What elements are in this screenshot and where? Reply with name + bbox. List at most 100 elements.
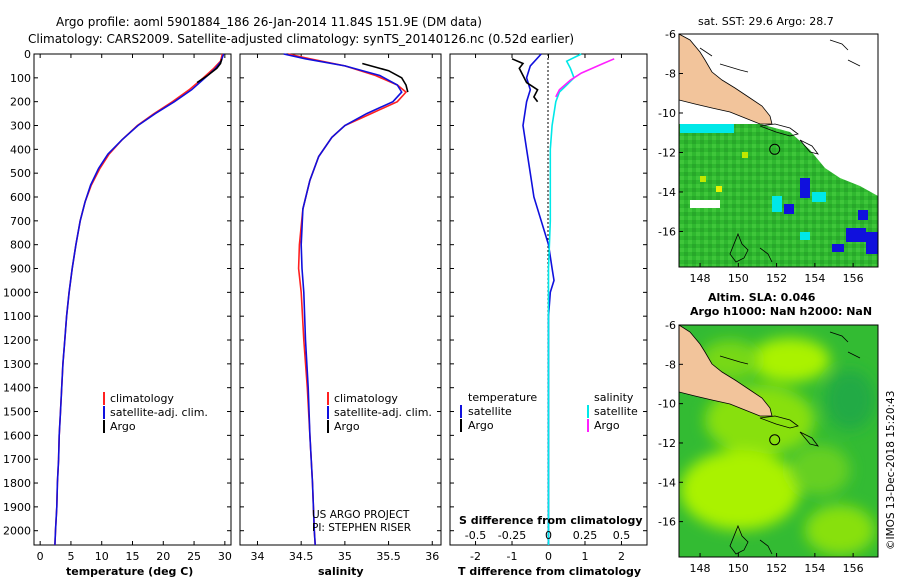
x-tick-label: 15: [126, 550, 140, 563]
sst-cyan-cell: [800, 232, 810, 240]
sst-blue-cell: [858, 210, 868, 220]
sst-gap: [690, 200, 720, 208]
sla-map-axes: 148 150 152 154 156 -6 -8 -10 -12 -14 -16: [658, 319, 864, 575]
legend-climatology: climatology: [334, 392, 398, 405]
coastline-detail: [719, 331, 861, 365]
temperature-axes-frame: [33, 53, 232, 546]
imos-watermark: ©IMOS 13-Dec-2018 15:20:43: [885, 391, 897, 550]
s-diff-tick-label: -0.25: [498, 529, 526, 542]
x-tick-label: 0: [37, 550, 44, 563]
temperature-panel: 0100200300400500600700800900100011001200…: [3, 48, 232, 578]
x-tick-label: 10: [95, 550, 109, 563]
salinity-x-axis: 34 34.5 35 35.5 36: [250, 54, 439, 563]
x-tick-label: -1: [507, 550, 518, 563]
salinity-panel: 34 34.5 35 35.5 36 salinity climatology sate…: [239, 53, 442, 578]
map-y-tick-label: -8: [665, 67, 676, 80]
sla-map-title: Altim. SLA: 0.046: [708, 291, 816, 304]
difference-depth-ticks: [450, 53, 647, 532]
sla-mid: [790, 445, 850, 495]
map-y-tick-label: -10: [658, 107, 676, 120]
depth-tick-label: 1100: [3, 310, 31, 323]
sst-blue-cell: [832, 244, 844, 252]
legend-satellite: satellite-adj. clim.: [334, 406, 432, 419]
depth-tick-label: 600: [10, 191, 31, 204]
sst-cyan-patch: [680, 124, 734, 133]
map-y-tick-label: -12: [658, 146, 676, 159]
x-tick-label: 30: [218, 550, 232, 563]
depth-tick-label: 1300: [3, 358, 31, 371]
x-tick-label: 35: [338, 550, 352, 563]
depth-tick-label: 1000: [3, 286, 31, 299]
island-outline: [759, 415, 799, 429]
series-satellite-adj-clim-: [283, 53, 403, 546]
sla-map-frame: [678, 324, 879, 558]
map-y-tick-label: -6: [665, 319, 676, 332]
depth-tick-label: 0: [24, 48, 31, 61]
difference-legend: temperature satellite Argo salinity sate…: [460, 391, 638, 432]
temperature-xlabel: temperature (deg C): [66, 565, 193, 578]
x-tick-label: 34.5: [289, 550, 314, 563]
legend-t-argo: Argo: [468, 419, 494, 432]
legend-s-satellite: satellite: [594, 405, 638, 418]
difference-panel: -2 -1 0 1 2 temperature satellite Argo salin…: [449, 53, 648, 578]
salinity-legend: climatology satellite-adj. clim. Argo: [327, 392, 432, 433]
legend-t-satellite: satellite: [468, 405, 512, 418]
depth-tick-label: 200: [10, 96, 31, 109]
sst-cyan-cell: [812, 192, 826, 202]
map-x-tick-label: 150: [728, 562, 749, 575]
legend-salinity-title: salinity: [594, 391, 634, 404]
series-t-argo: [511, 58, 539, 103]
x-tick-label: 35.5: [376, 550, 401, 563]
coastline-detail: [699, 39, 861, 73]
legend-argo: Argo: [334, 420, 360, 433]
map-x-tick-label: 154: [804, 562, 825, 575]
sla-high: [805, 505, 875, 555]
x-tick-label: 5: [67, 550, 74, 563]
new-guinea-land: [679, 34, 773, 125]
sla-high: [680, 450, 800, 530]
s-diff-tick-label: 0.5: [613, 529, 631, 542]
depth-tick-label: 700: [10, 215, 31, 228]
x-tick-label: 2: [618, 550, 625, 563]
depth-tick-label: 400: [10, 143, 31, 156]
temperature-series: [54, 53, 225, 546]
x-tick-label: 36: [425, 550, 439, 563]
depth-tick-label: 1700: [3, 453, 31, 466]
salinity-xlabel: salinity: [318, 565, 364, 578]
s-difference-tick-labels: -0.5 -0.25 0 0.25 0.5: [465, 529, 630, 542]
depth-tick-label: 1600: [3, 429, 31, 442]
island-outline: [799, 139, 819, 155]
project-annotation: US ARGO PROJECT: [312, 509, 410, 521]
t-difference-xlabel: T difference from climatology: [458, 565, 641, 578]
salinity-axes-frame: [239, 53, 442, 546]
sst-warm-cell: [716, 186, 722, 192]
sst-blue-cell: [866, 232, 878, 254]
argo-float-marker: [769, 434, 781, 446]
map-x-tick-label: 156: [843, 562, 864, 575]
reef-outline: [729, 524, 773, 555]
s-difference-xlabel: S difference from climatology: [459, 514, 643, 527]
map-y-tick-label: -6: [665, 28, 676, 41]
sst-map-axes: 148 150 152 154 156 -6 -8 -10 -12 -14 -16: [658, 28, 864, 285]
map-y-tick-label: -12: [658, 437, 676, 450]
x-tick-label: 20: [156, 550, 170, 563]
depth-tick-label: 1400: [3, 382, 31, 395]
sst-warm-cell: [700, 176, 706, 182]
series-satellite-adj-clim-: [54, 53, 225, 546]
sla-map-subtitle: Argo h1000: NaN h2000: NaN: [690, 305, 872, 318]
difference-series: [511, 53, 615, 545]
header-line-1: Argo profile: aoml 5901884_186 26-Jan-20…: [56, 15, 482, 29]
s-diff-tick-label: 0.25: [573, 529, 598, 542]
depth-tick-label: 900: [10, 263, 31, 276]
depth-tick-label: 100: [10, 72, 31, 85]
new-guinea-land: [679, 325, 773, 417]
sst-map-title: sat. SST: 29.6 Argo: 28.7: [698, 15, 834, 28]
map-y-tick-label: -8: [665, 358, 676, 371]
depth-tick-label: 1500: [3, 406, 31, 419]
sla-low: [825, 370, 875, 430]
map-y-tick-label: -10: [658, 398, 676, 411]
depth-tick-label: 1200: [3, 334, 31, 347]
sla-field: [680, 338, 875, 555]
header-line-2: Climatology: CARS2009. Satellite-adjuste…: [28, 32, 574, 46]
